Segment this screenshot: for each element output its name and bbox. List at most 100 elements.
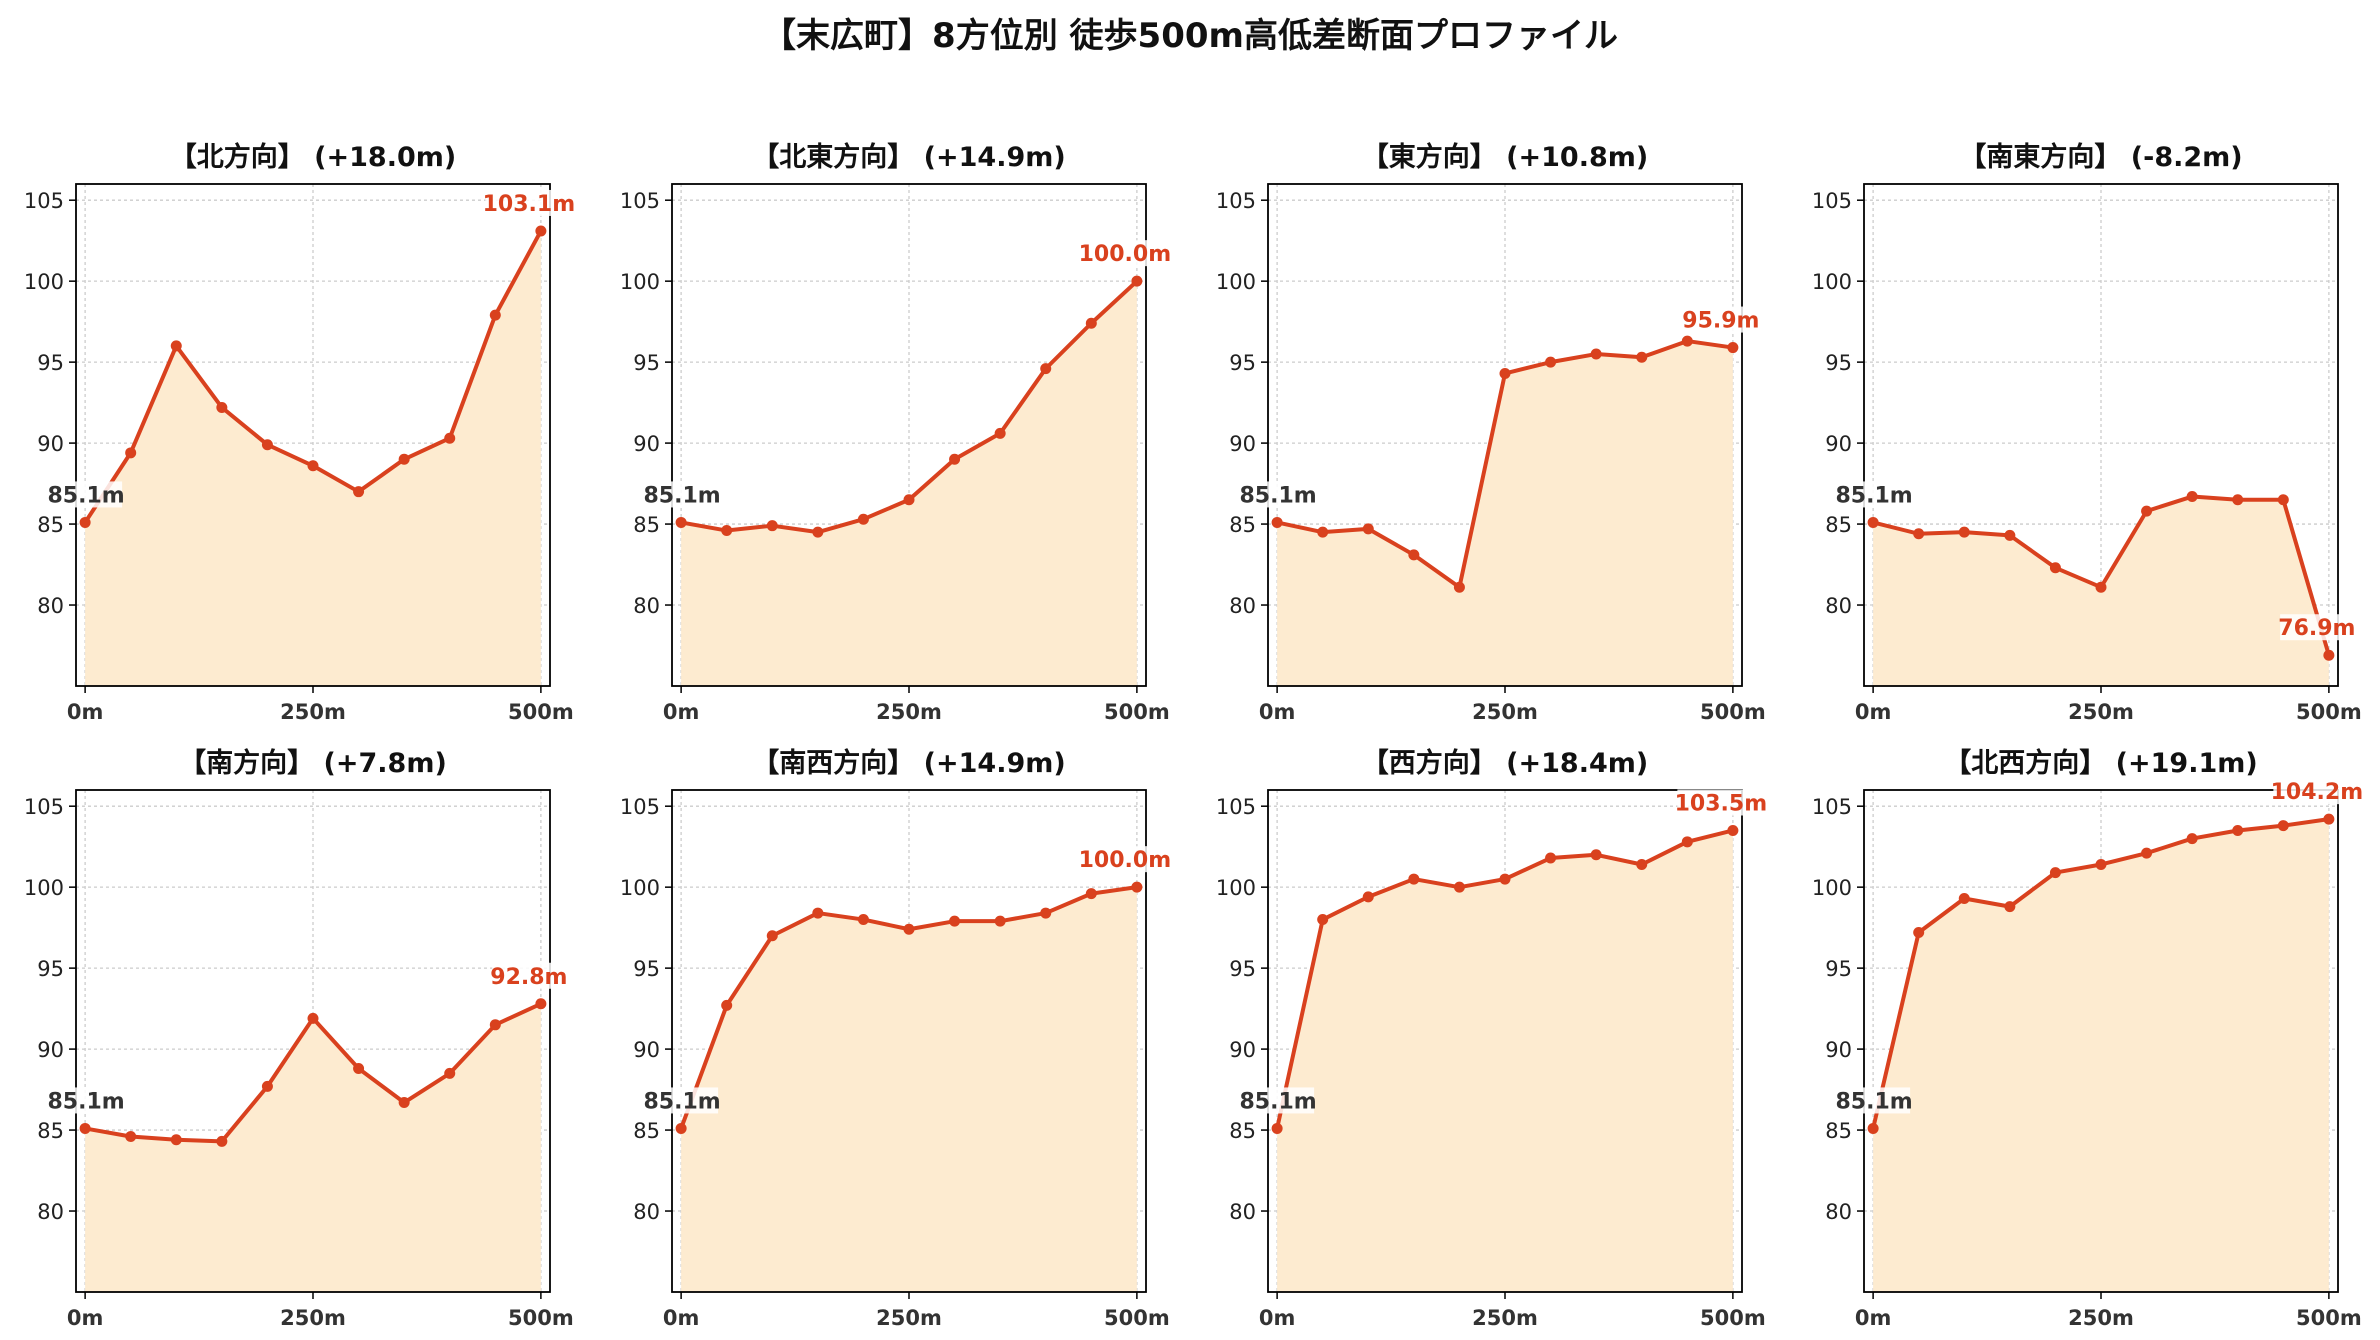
data-point: [1499, 367, 1511, 379]
data-point: [766, 520, 778, 532]
y-tick-label: 105: [1216, 795, 1256, 819]
x-tick-label: 0m: [1259, 700, 1296, 724]
end-label-bg: [1081, 240, 1169, 267]
y-tick-label: 90: [1825, 1038, 1852, 1062]
data-point: [721, 525, 733, 537]
subplot-4: 80 85 90 95 100 105 0m 250m 500m 【南方向】 (+7.8m) 85.…: [24, 747, 574, 1330]
y-tick-label: 95: [37, 351, 64, 375]
data-point: [353, 486, 365, 498]
x-tick-label: 500m: [2296, 700, 2362, 724]
data-point: [1867, 516, 1879, 528]
data-point: [1317, 914, 1329, 926]
y-tick-label: 90: [633, 432, 660, 456]
y-tick-label: 105: [620, 189, 660, 213]
end-label-bg: [492, 962, 566, 989]
data-point: [1727, 824, 1739, 836]
y-tick-label: 85: [1229, 513, 1256, 537]
data-point: [1867, 1122, 1879, 1134]
subplot-3: 80 85 90 95 100 105 0m 250m 500m 【南東方向】 (-8.2m) 85…: [1812, 141, 2362, 724]
end-label-bg: [2273, 778, 2361, 805]
data-point: [2323, 649, 2335, 661]
y-tick-label: 95: [1229, 351, 1256, 375]
data-point: [1362, 891, 1374, 903]
subplot-title: 【北東方向】 (+14.9m): [752, 141, 1065, 173]
end-label: 92.8m: [490, 965, 567, 990]
start-label: 85.1m: [48, 483, 125, 508]
data-point: [261, 439, 273, 451]
data-point: [721, 999, 733, 1011]
data-point: [2186, 833, 2198, 845]
data-point: [398, 1097, 410, 1109]
data-point: [1317, 526, 1329, 538]
y-tick-label: 95: [1825, 957, 1852, 981]
end-label-bg: [1684, 306, 1758, 333]
y-tick-label: 85: [633, 1119, 660, 1143]
data-point: [125, 1131, 137, 1143]
data-point: [2095, 858, 2107, 870]
y-tick-label: 90: [633, 1038, 660, 1062]
subplot-1: 80 85 90 95 100 105 0m 250m 500m 【北東方向】 (+14.9m) 8…: [620, 141, 1171, 724]
y-tick-label: 100: [1812, 876, 1852, 900]
subplot-title: 【北西方向】 (+19.1m): [1944, 747, 2257, 779]
subplot-0: 80 85 90 95 100 105 0m 250m 500m 【北方向】 (+18.0m) 85…: [24, 141, 575, 724]
data-point: [79, 516, 91, 528]
y-tick-label: 100: [620, 270, 660, 294]
y-tick-label: 80: [1229, 1200, 1256, 1224]
data-point: [170, 1134, 182, 1146]
data-point: [1271, 516, 1283, 528]
data-point: [2049, 562, 2061, 574]
start-label-bg: [646, 481, 719, 508]
start-label-bg: [1838, 1087, 1911, 1114]
x-tick-label: 250m: [1472, 1306, 1538, 1330]
x-tick-label: 250m: [1472, 700, 1538, 724]
subplot-title: 【南東方向】 (-8.2m): [1959, 141, 2242, 173]
data-point: [1453, 581, 1465, 593]
profile-area: [1277, 830, 1733, 1292]
y-tick-label: 105: [1812, 795, 1852, 819]
y-tick-label: 80: [1229, 594, 1256, 618]
x-tick-label: 0m: [1855, 1306, 1892, 1330]
data-point: [125, 447, 137, 459]
x-tick-label: 0m: [663, 700, 700, 724]
data-point: [2323, 813, 2335, 825]
data-point: [535, 225, 547, 237]
data-point: [489, 1019, 501, 1031]
start-label: 85.1m: [48, 1089, 125, 1114]
start-label: 85.1m: [1836, 483, 1913, 508]
y-tick-label: 100: [1812, 270, 1852, 294]
data-point: [170, 340, 182, 352]
y-tick-label: 105: [24, 795, 64, 819]
y-tick-label: 80: [37, 1200, 64, 1224]
y-tick-label: 95: [633, 351, 660, 375]
x-tick-label: 500m: [1700, 700, 1766, 724]
end-label-bg: [1081, 846, 1169, 873]
x-tick-label: 500m: [1700, 1306, 1766, 1330]
y-tick-label: 80: [37, 594, 64, 618]
y-tick-label: 105: [1216, 189, 1256, 213]
y-tick-label: 85: [1229, 1119, 1256, 1143]
end-label-bg: [485, 189, 573, 216]
data-point: [903, 923, 915, 935]
data-point: [1085, 317, 1097, 329]
x-tick-label: 0m: [1259, 1306, 1296, 1330]
subplot-title: 【南方向】 (+7.8m): [179, 747, 447, 779]
start-label-bg: [50, 481, 123, 508]
data-point: [398, 453, 410, 465]
data-point: [1408, 549, 1420, 561]
data-point: [903, 494, 915, 506]
subplot-title: 【西方向】 (+18.4m): [1362, 747, 1648, 779]
y-tick-label: 100: [24, 876, 64, 900]
start-label-bg: [50, 1087, 123, 1114]
data-point: [261, 1080, 273, 1092]
data-point: [675, 1122, 687, 1134]
data-point: [216, 401, 228, 413]
data-point: [857, 513, 869, 525]
data-point: [2186, 491, 2198, 503]
data-point: [2004, 901, 2016, 913]
data-point: [1913, 927, 1925, 939]
end-label-bg: [2280, 614, 2354, 641]
end-label: 95.9m: [1682, 309, 1759, 334]
data-point: [307, 460, 319, 472]
start-label: 85.1m: [644, 483, 721, 508]
x-tick-label: 500m: [1104, 1306, 1170, 1330]
